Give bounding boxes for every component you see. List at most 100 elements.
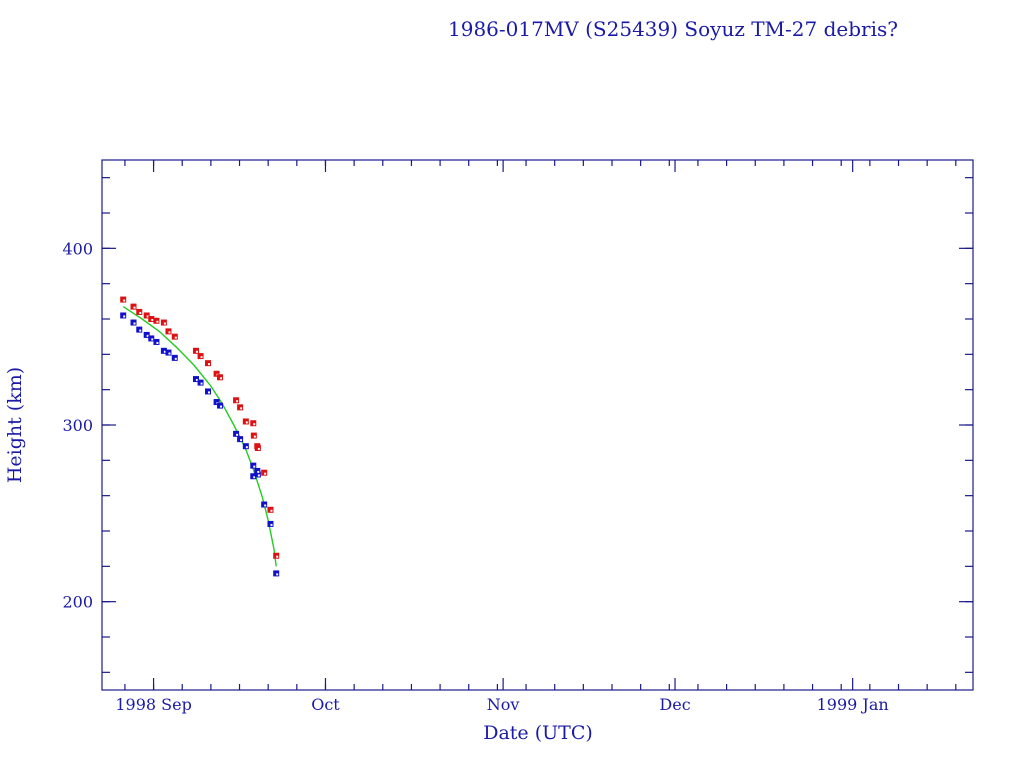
perigee-marker-notch	[200, 382, 203, 385]
perigee-marker	[250, 462, 257, 469]
y-axis-ticks	[102, 177, 973, 673]
apogee-point	[171, 333, 178, 340]
x-tick-label: Dec	[659, 695, 690, 714]
apogee-point	[250, 432, 257, 439]
perigee-marker-notch	[133, 322, 136, 325]
apogee-point	[153, 317, 160, 324]
apogee-point	[120, 296, 127, 303]
apogee-marker-notch	[220, 377, 223, 380]
apogee-point	[261, 469, 268, 476]
apogee-point	[192, 347, 199, 354]
apogee-marker-notch	[240, 407, 243, 410]
apogee-marker-notch	[139, 311, 142, 314]
apogee-marker-notch	[208, 363, 211, 366]
apogee-point	[148, 316, 155, 322]
perigee-point	[237, 436, 244, 443]
apogee-marker-notch	[146, 315, 149, 318]
perigee-point	[165, 349, 172, 356]
perigee-point	[136, 326, 143, 333]
x-tick-label: 1998 Sep	[115, 695, 191, 714]
perigee-marker-notch	[195, 379, 198, 382]
perigee-point	[160, 347, 167, 354]
perigee-marker-notch	[253, 465, 256, 468]
perigee-point	[254, 467, 261, 474]
apogee-point	[233, 397, 240, 404]
apogee-point	[242, 418, 249, 425]
apogee-point	[237, 404, 244, 411]
apogee-marker-notch	[270, 509, 273, 512]
apogee-marker-notch	[133, 306, 136, 309]
apogee-marker-notch	[156, 320, 159, 323]
apogee-marker-notch	[253, 435, 256, 438]
perigee-marker-notch	[253, 476, 256, 479]
apogee-marker-notch	[276, 555, 279, 558]
apogee-point	[136, 308, 143, 315]
perigee-marker-notch	[163, 350, 166, 353]
perigee-point	[192, 376, 199, 383]
apogee-point	[160, 319, 167, 326]
perigee-point	[120, 312, 127, 319]
perigee-marker-notch	[174, 357, 177, 360]
apogee-point	[165, 328, 172, 335]
apogee-point	[217, 374, 224, 381]
perigee-marker-notch	[146, 334, 149, 337]
apogee-marker-notch	[236, 400, 239, 403]
x-tick-label: Oct	[311, 695, 340, 714]
x-axis-label: Date (UTC)	[483, 722, 593, 744]
perigee-point	[130, 319, 137, 326]
perigee-marker-notch	[208, 391, 211, 394]
perigee-marker-notch	[257, 470, 260, 473]
apogee-marker-notch	[253, 423, 256, 426]
perigee-marker-notch	[220, 405, 223, 408]
apogee-marker-notch	[264, 472, 267, 475]
perigee-marker-notch	[156, 341, 159, 344]
x-axis-ticks	[124, 160, 957, 690]
perigee-marker-notch	[276, 573, 279, 576]
perigee-point	[250, 462, 257, 469]
apogee-marker-notch	[200, 356, 203, 359]
fit-curve	[122, 306, 277, 567]
perigee-point	[205, 388, 212, 395]
y-tick-label: 200	[62, 593, 93, 612]
apogee-marker-notch	[163, 322, 166, 325]
plot-frame	[101, 159, 974, 691]
perigee-point	[171, 354, 178, 361]
y-axis-label: Height (km)	[4, 367, 26, 483]
perigee-marker-notch	[151, 338, 154, 341]
perigee-point	[267, 520, 274, 527]
apogee-marker-notch	[195, 350, 198, 353]
perigee-marker-notch	[264, 504, 267, 507]
perigee-marker	[250, 473, 257, 480]
apogee-marker-notch	[123, 299, 126, 302]
perigee-point	[261, 501, 268, 508]
series-layer	[120, 296, 280, 577]
perigee-marker-notch	[123, 315, 126, 318]
perigee-marker-notch	[168, 352, 171, 355]
apogee-marker-notch	[168, 331, 171, 334]
y-tick-label: 300	[62, 416, 93, 435]
perigee-point	[250, 473, 257, 480]
perigee-marker-notch	[270, 523, 273, 526]
apogee-marker-notch	[174, 336, 177, 339]
apogee-point	[205, 360, 212, 367]
perigee-point	[254, 471, 261, 478]
apogee-point	[254, 444, 261, 451]
perigee-point	[242, 443, 249, 450]
perigee-point	[197, 379, 204, 386]
perigee-point	[143, 331, 150, 338]
y-tick-label: 400	[62, 239, 93, 258]
perigee-marker-notch	[139, 329, 142, 332]
perigee-marker-notch	[236, 433, 239, 436]
perigee-point	[153, 338, 160, 345]
x-tick-label: Nov	[487, 695, 520, 714]
perigee-point	[217, 402, 224, 409]
perigee-point	[148, 335, 155, 342]
perigee-marker-notch	[257, 474, 260, 477]
apogee-point	[250, 420, 257, 427]
apogee-point	[130, 303, 137, 310]
apogee-marker-notch	[151, 319, 154, 321]
perigee-marker-notch	[240, 439, 243, 442]
x-tick-label: 1999 Jan	[817, 695, 889, 714]
chart-title: 1986-017MV (S25439) Soyuz TM-27 debris?	[448, 17, 898, 41]
